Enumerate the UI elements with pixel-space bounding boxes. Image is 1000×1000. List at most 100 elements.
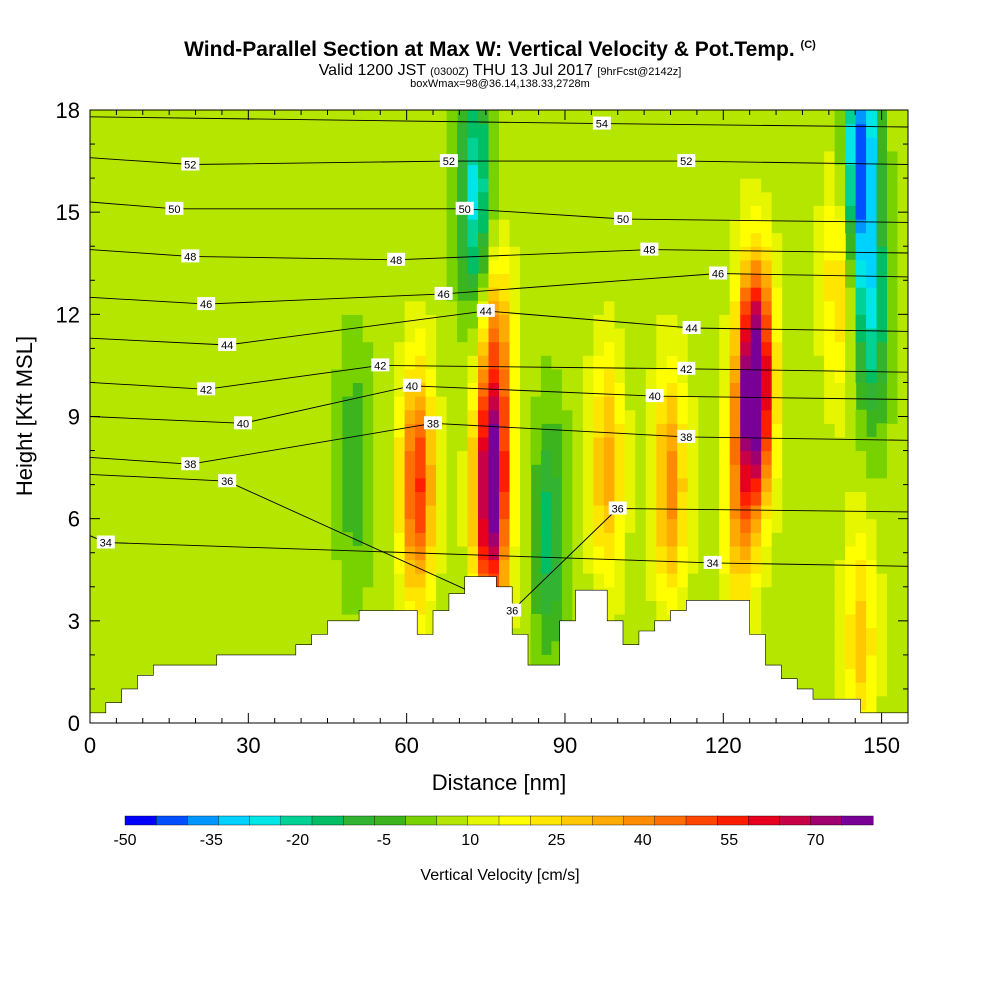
velocity-cell: [142, 300, 154, 315]
velocity-cell: [268, 382, 280, 397]
velocity-cell: [813, 654, 825, 670]
colorbar-tick-label: 55: [720, 832, 738, 849]
velocity-cell: [771, 123, 783, 138]
velocity-cell: [551, 654, 563, 670]
velocity-cell: [163, 559, 175, 574]
velocity-cell: [582, 396, 594, 411]
velocity-cell: [624, 355, 636, 370]
velocity-cell: [226, 110, 238, 125]
velocity-cell: [226, 505, 238, 520]
velocity-cell: [603, 586, 615, 601]
velocity-cell: [677, 273, 689, 288]
velocity-cell: [352, 259, 364, 274]
velocity-cell: [729, 368, 741, 383]
velocity-cell: [152, 355, 164, 370]
velocity-cell: [247, 409, 259, 424]
velocity-cell: [173, 505, 185, 520]
velocity-cell: [90, 532, 102, 547]
velocity-cell: [299, 559, 311, 574]
velocity-cell: [845, 559, 857, 574]
velocity-cell: [520, 328, 532, 343]
velocity-cell: [425, 300, 437, 315]
velocity-cell: [457, 314, 469, 329]
velocity-cell: [876, 300, 888, 315]
y-tick-label: 12: [56, 302, 80, 327]
velocity-cell: [866, 559, 878, 574]
velocity-cell: [121, 273, 133, 288]
velocity-cell: [624, 368, 636, 383]
velocity-cell: [320, 532, 332, 547]
velocity-cell: [90, 328, 102, 343]
velocity-cell: [792, 477, 804, 492]
velocity-cell: [257, 436, 269, 452]
velocity-cell: [247, 178, 259, 193]
velocity-cell: [299, 614, 311, 629]
velocity-cell: [226, 491, 238, 506]
contour-label: 52: [680, 156, 692, 168]
velocity-cell: [719, 355, 731, 370]
velocity-cell: [509, 205, 521, 220]
velocity-cell: [540, 600, 552, 615]
velocity-cell: [226, 423, 238, 438]
velocity-cell: [666, 300, 678, 315]
velocity-cell: [530, 287, 542, 302]
velocity-cell: [383, 164, 395, 179]
velocity-cell: [593, 287, 605, 302]
velocity-cell: [624, 328, 636, 343]
velocity-cell: [415, 259, 427, 274]
contour-label-box: [434, 286, 453, 300]
velocity-cell: [677, 137, 689, 152]
velocity-cell: [310, 355, 322, 370]
velocity-cell: [509, 573, 521, 588]
velocity-cell: [394, 219, 406, 234]
velocity-cell: [299, 545, 311, 561]
velocity-cell: [582, 545, 594, 561]
velocity-cell: [897, 682, 908, 697]
velocity-cell: [194, 505, 206, 520]
velocity-cell: [121, 191, 133, 206]
velocity-cell: [247, 614, 259, 629]
velocity-cell: [561, 559, 573, 574]
velocity-cell: [268, 314, 280, 329]
velocity-cell: [299, 341, 311, 356]
velocity-cell: [257, 409, 269, 424]
velocity-cell: [121, 219, 133, 234]
velocity-cell: [142, 191, 154, 206]
velocity-cell: [205, 477, 217, 492]
velocity-cell: [478, 232, 490, 247]
velocity-cell: [404, 600, 416, 615]
velocity-cell: [362, 382, 374, 397]
velocity-cell: [624, 232, 636, 247]
velocity-cell: [708, 205, 720, 220]
velocity-cell: [677, 409, 689, 424]
velocity-cell: [278, 436, 290, 452]
velocity-cell: [813, 178, 825, 193]
velocity-cell: [436, 436, 448, 452]
velocity-cell: [352, 178, 364, 193]
chart-subtitle: Valid 1200 JST (0300Z) THU 13 Jul 2017 […: [0, 62, 1000, 80]
velocity-cell: [257, 205, 269, 220]
velocity-cell: [782, 259, 794, 274]
velocity-cell: [247, 123, 259, 138]
velocity-cell: [173, 287, 185, 302]
velocity-cell: [415, 137, 427, 152]
velocity-cell: [131, 573, 143, 588]
velocity-cell: [215, 300, 227, 315]
velocity-cell: [782, 532, 794, 547]
velocity-cell: [236, 627, 248, 642]
velocity-cell: [897, 164, 908, 179]
velocity-cell: [404, 232, 416, 247]
velocity-cell: [488, 328, 500, 343]
velocity-cell: [635, 205, 647, 220]
velocity-cell: [520, 505, 532, 520]
velocity-cell: [687, 450, 699, 465]
velocity-cell: [520, 246, 532, 261]
velocity-cell: [425, 559, 437, 574]
velocity-cell: [90, 436, 102, 452]
velocity-cell: [603, 382, 615, 397]
velocity-cell: [289, 627, 301, 642]
velocity-cell: [540, 164, 552, 179]
velocity-cell: [530, 627, 542, 642]
velocity-cell: [331, 477, 343, 492]
velocity-cell: [446, 110, 458, 125]
